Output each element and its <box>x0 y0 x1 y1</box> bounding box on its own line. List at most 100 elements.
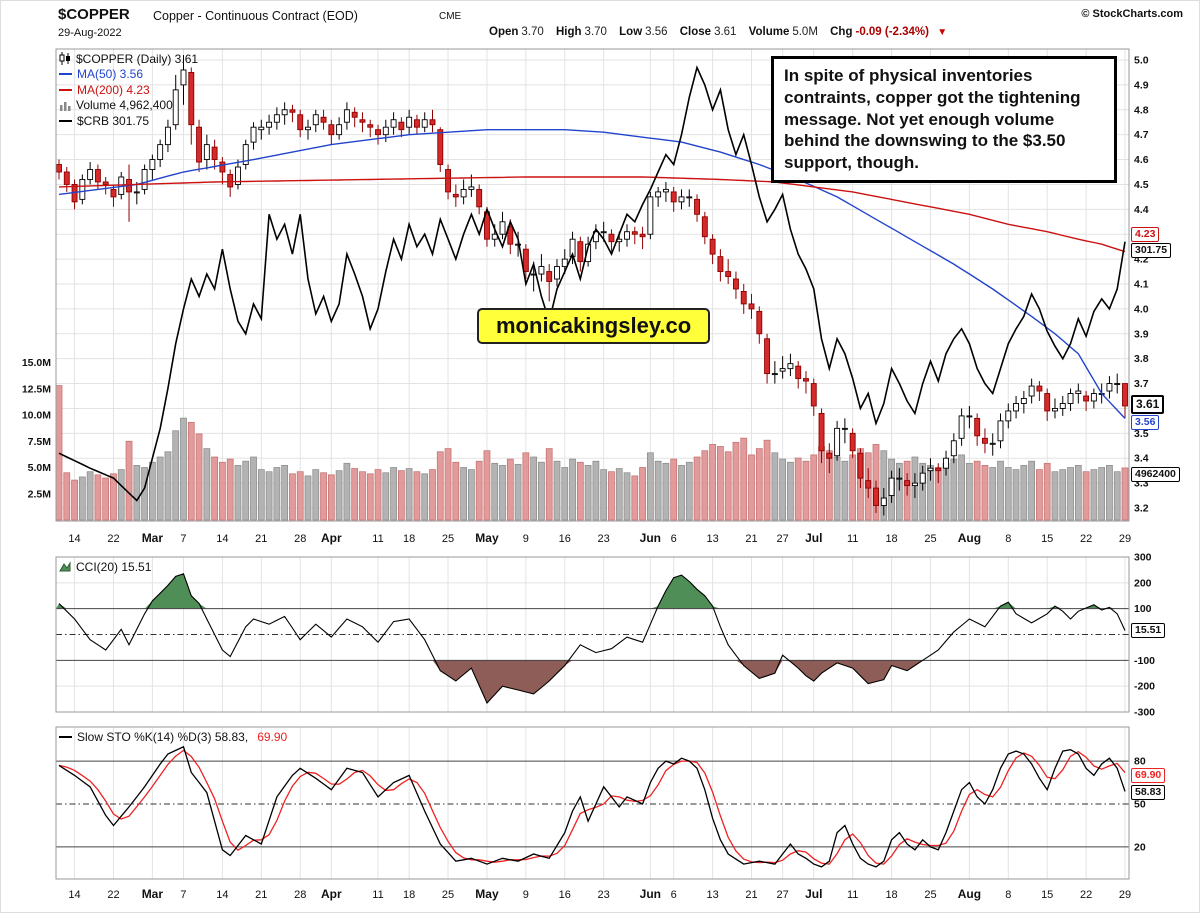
volume-bars <box>55 385 1129 521</box>
sto-legend: Slow STO %K(14) %D(3) 58.83, 69.90 <box>59 729 287 745</box>
cci-legend-label: CCI(20) 15.51 <box>76 559 152 574</box>
svg-text:5.0: 5.0 <box>1134 55 1149 67</box>
svg-text:3.8: 3.8 <box>1134 353 1149 365</box>
svg-text:18: 18 <box>403 889 415 901</box>
volume-bars-icon <box>60 101 71 111</box>
sto-legend-red: 69.90 <box>257 729 288 744</box>
svg-text:11: 11 <box>372 533 383 545</box>
svg-text:Mar: Mar <box>142 887 164 901</box>
analyst-annotation: In spite of physical inventories contrai… <box>771 56 1117 183</box>
svg-text:7: 7 <box>180 889 186 901</box>
svg-text:29: 29 <box>1119 889 1131 901</box>
svg-text:3.7: 3.7 <box>1134 378 1149 390</box>
legend-crb-label: $CRB 301.75 <box>77 113 150 128</box>
svg-text:18: 18 <box>885 889 897 901</box>
svg-text:14: 14 <box>68 889 80 901</box>
svg-text:27: 27 <box>777 533 789 545</box>
sto-axis-labels: 80 50 20 <box>1134 756 1146 854</box>
svg-text:14: 14 <box>216 533 228 545</box>
svg-text:10.0M: 10.0M <box>22 410 51 422</box>
sto-line-icon <box>59 735 72 738</box>
sto-panel <box>56 745 1129 868</box>
candlestick-icon <box>59 52 70 66</box>
ma50-price-label: 3.56 <box>1131 415 1160 430</box>
quote-date: 29-Aug-2022 <box>58 27 122 39</box>
svg-text:6: 6 <box>671 533 677 545</box>
crb-line-icon <box>59 119 72 122</box>
svg-text:4.5: 4.5 <box>1134 179 1149 191</box>
svg-text:28: 28 <box>294 533 306 545</box>
exchange-label: CME <box>439 11 462 22</box>
svg-text:28: 28 <box>294 889 306 901</box>
svg-text:25: 25 <box>442 889 454 901</box>
svg-text:3.2: 3.2 <box>1134 503 1149 515</box>
crb-price-label: 301.75 <box>1131 243 1172 258</box>
svg-text:100: 100 <box>1134 603 1152 615</box>
ma200-line-icon <box>59 88 72 91</box>
svg-text:23: 23 <box>598 533 610 545</box>
svg-text:29: 29 <box>1119 533 1131 545</box>
x-axis-labels: 14 14 22 22 Mar Mar 7 7 14 14 21 21 28 28 Apr Apr 11 11 18… <box>68 531 1131 901</box>
svg-text:22: 22 <box>107 889 119 901</box>
page-title: $COPPER <box>58 6 130 23</box>
svg-text:15.0M: 15.0M <box>22 357 51 369</box>
svg-text:8: 8 <box>1005 889 1011 901</box>
svg-text:25: 25 <box>924 889 936 901</box>
quote-high-label: High <box>555 26 582 38</box>
svg-text:14: 14 <box>68 533 80 545</box>
svg-text:27: 27 <box>777 889 789 901</box>
symbol-description: Copper - Continuous Contract (EOD) <box>153 9 358 23</box>
svg-text:25: 25 <box>924 533 936 545</box>
overlay-lines <box>58 65 1126 502</box>
svg-text:22: 22 <box>107 533 119 545</box>
svg-text:-100: -100 <box>1134 655 1155 667</box>
svg-text:Aug: Aug <box>958 531 981 545</box>
quote-open-value: 3.70 <box>521 26 544 38</box>
legend-volume-row: Volume 4,962,400 <box>59 98 198 114</box>
svg-text:11: 11 <box>372 889 383 901</box>
cci-axis-labels: 300 200 100 -100 -200 -300 <box>1134 552 1155 719</box>
quote-close-value: 3.61 <box>714 26 737 38</box>
svg-text:May: May <box>475 887 499 901</box>
quote-volume-value: 5.0M <box>792 26 818 38</box>
quote-row: Open 3.70 High 3.70 Low 3.56 Close 3.61 Volu… <box>489 26 947 38</box>
svg-text:12.5M: 12.5M <box>22 383 51 395</box>
svg-text:9: 9 <box>523 889 529 901</box>
svg-text:15: 15 <box>1041 533 1053 545</box>
svg-text:14: 14 <box>216 889 228 901</box>
svg-text:25: 25 <box>442 533 454 545</box>
svg-text:21: 21 <box>745 889 757 901</box>
svg-text:Apr: Apr <box>321 531 342 545</box>
quote-low-label: Low <box>619 26 643 38</box>
quote-open-label: Open <box>489 26 519 38</box>
cci-value-label: 15.51 <box>1131 623 1166 638</box>
stockcharts-copyright: © StockCharts.com <box>1081 8 1183 20</box>
svg-text:7: 7 <box>180 533 186 545</box>
svg-text:4.1: 4.1 <box>1134 279 1149 291</box>
volume-axis-labels: 15.0M 12.5M 10.0M 7.5M 5.0M 2.5M <box>22 357 51 500</box>
svg-text:20: 20 <box>1134 841 1146 853</box>
svg-text:21: 21 <box>745 533 757 545</box>
svg-text:5.0M: 5.0M <box>28 462 52 474</box>
svg-text:8: 8 <box>1005 533 1011 545</box>
sto-k-value-label: 58.83 <box>1131 785 1166 800</box>
candles <box>56 55 1128 516</box>
svg-text:80: 80 <box>1134 756 1146 768</box>
svg-text:4.8: 4.8 <box>1134 104 1149 116</box>
price-axis-labels: 3.23.33.43.53.63.73.83.94.04.14.24.34.44… <box>1134 55 1149 515</box>
svg-text:16: 16 <box>559 533 571 545</box>
legend-symbol-label: $COPPER (Daily) 3.61 <box>76 51 199 66</box>
svg-text:22: 22 <box>1080 533 1092 545</box>
svg-text:Mar: Mar <box>142 531 164 545</box>
svg-text:15: 15 <box>1041 889 1053 901</box>
legend-ma50-label: MA(50) 3.56 <box>77 67 144 82</box>
quote-low-value: 3.56 <box>645 26 668 38</box>
close-price-label: 3.61 <box>1131 395 1165 414</box>
svg-text:Aug: Aug <box>958 887 981 901</box>
svg-text:23: 23 <box>598 889 610 901</box>
svg-text:6: 6 <box>671 889 677 901</box>
legend-volume-label: Volume 4,962,400 <box>76 98 173 113</box>
svg-text:-200: -200 <box>1134 681 1155 693</box>
